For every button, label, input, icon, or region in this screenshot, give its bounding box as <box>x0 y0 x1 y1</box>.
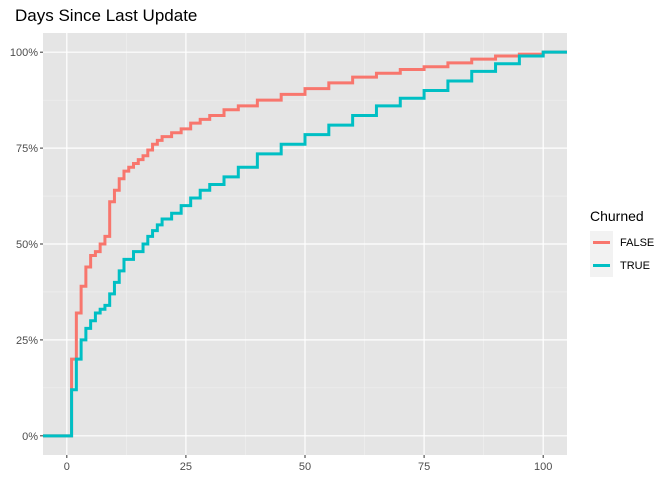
chart-title: Days Since Last Update <box>15 6 197 25</box>
axes: 0 25 50 75 100 0% 25% 50% 75% 100% <box>10 47 553 473</box>
y-tick-label: 100% <box>10 47 38 59</box>
legend-items: FALSE TRUE <box>590 231 654 277</box>
major-gridlines <box>43 33 567 455</box>
series-line-false <box>43 50 567 438</box>
series-layer <box>43 50 567 438</box>
y-tick-label: 75% <box>16 143 38 155</box>
y-tick-label: 50% <box>16 239 38 251</box>
legend: Churned FALSE TRUE <box>590 208 654 277</box>
x-tick-label: 25 <box>180 461 192 473</box>
series-line-true <box>43 50 567 438</box>
y-tick-label: 0% <box>22 431 38 443</box>
legend-title: Churned <box>590 208 644 224</box>
y-tick-label: 25% <box>16 335 38 347</box>
x-tick-label: 100 <box>534 461 552 473</box>
x-tick-label: 0 <box>64 461 70 473</box>
x-tick-label: 75 <box>418 461 430 473</box>
legend-label-true: TRUE <box>620 260 650 272</box>
legend-label-false: FALSE <box>620 237 654 249</box>
x-tick-label: 50 <box>299 461 311 473</box>
